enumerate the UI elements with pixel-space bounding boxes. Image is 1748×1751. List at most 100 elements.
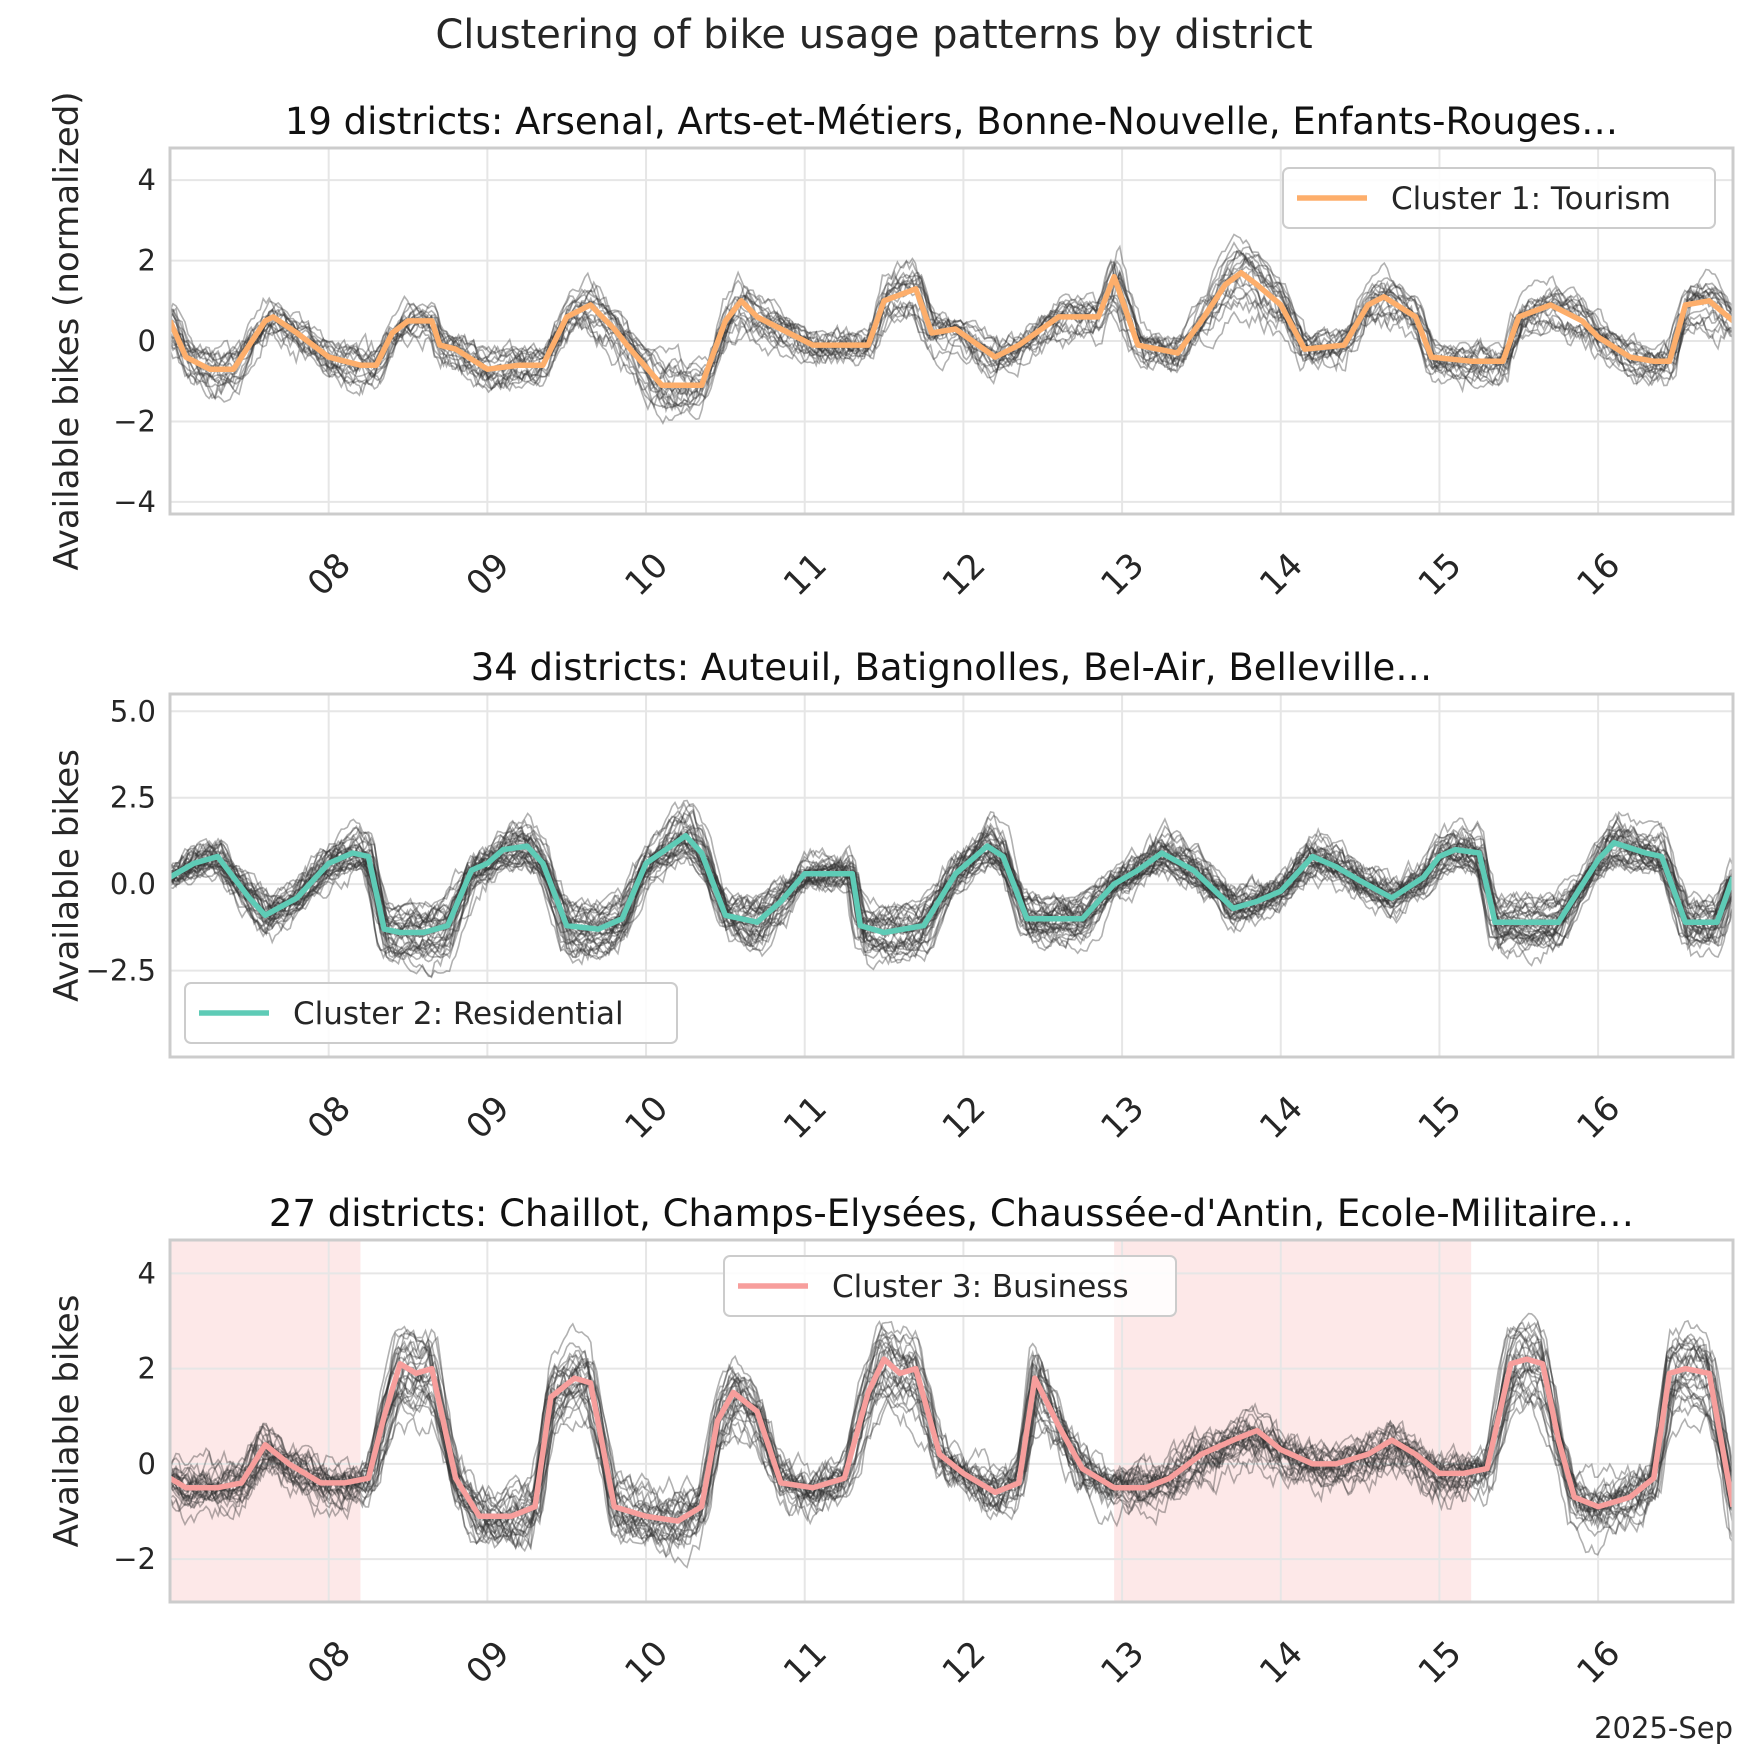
- district-lines: [170, 1312, 1733, 1569]
- district-line: [170, 809, 1733, 957]
- x-tick-label: 15: [1411, 545, 1470, 604]
- x-tick-label: 12: [935, 1633, 994, 1692]
- x-tick-label: 15: [1411, 1633, 1470, 1692]
- y-axis-label: Available bikes (normalized): [47, 91, 87, 570]
- district-line: [170, 842, 1733, 927]
- x-tick-label: 14: [1252, 545, 1311, 604]
- y-tick-label: 2.5: [110, 781, 156, 815]
- x-tick-label: 08: [300, 1088, 359, 1147]
- district-line: [170, 1391, 1733, 1535]
- legend-box: [723, 1255, 1177, 1317]
- legend-label: Cluster 1: Tourism: [1391, 181, 1671, 217]
- x-tick-label: 08: [300, 545, 359, 604]
- legend-box: [184, 982, 678, 1044]
- x-tick-label: 16: [1569, 1088, 1628, 1147]
- district-line: [170, 1367, 1733, 1506]
- y-tick-label: 2: [138, 1352, 156, 1386]
- legend-label: Cluster 2: Residential: [293, 996, 624, 1032]
- y-tick-label: 0: [138, 1447, 156, 1481]
- x-tick-label: 10: [617, 1088, 676, 1147]
- panels: −4 −2 0 2 4 08 09 10 11 12 13 14 15 16 19 districts: A…: [47, 91, 1735, 1692]
- x-tick-label: 11: [776, 1088, 835, 1147]
- x-tick-label: 13: [1093, 545, 1152, 604]
- district-line: [170, 1359, 1733, 1550]
- chart-panel-2: −2.5 0.0 2.5 5.0 08 09 10 11 12 13 14 15 16 34 distri…: [47, 646, 1735, 1147]
- legend-box: [1282, 167, 1716, 229]
- district-line: [170, 1343, 1733, 1558]
- district-line: [170, 1369, 1733, 1540]
- district-line: [170, 1344, 1733, 1521]
- x-tick-label: 14: [1252, 1633, 1311, 1692]
- district-line: [170, 1364, 1733, 1516]
- district-line: [170, 815, 1733, 959]
- district-line: [170, 1328, 1733, 1550]
- district-line: [170, 840, 1733, 917]
- y-tick-label: −2.5: [86, 954, 156, 988]
- x-tick-label: 13: [1093, 1633, 1152, 1692]
- x-tick-label: 09: [459, 1633, 518, 1692]
- x-tick-label: 16: [1569, 1633, 1628, 1692]
- district-line: [170, 829, 1733, 925]
- district-line: [170, 1324, 1733, 1569]
- x-tick-label: 16: [1569, 545, 1628, 604]
- x-tick-label: 14: [1252, 1088, 1311, 1147]
- district-line: [170, 1312, 1733, 1543]
- district-line: [170, 301, 1733, 390]
- district-line: [170, 830, 1733, 957]
- y-tick-label: 2: [138, 244, 156, 278]
- figure-title: Clustering of bike usage patterns by dis…: [435, 12, 1312, 58]
- district-line: [170, 1377, 1733, 1518]
- district-line: [170, 808, 1733, 963]
- y-tick-label: 5.0: [110, 694, 156, 728]
- x-tick-label: 09: [459, 1088, 518, 1147]
- y-tick-label: −4: [113, 485, 156, 519]
- district-line: [170, 820, 1733, 966]
- district-line: [170, 1367, 1733, 1526]
- y-axis-label: Available bikes: [47, 1295, 87, 1548]
- x-axis-offset-label: 2025-Sep: [1594, 1711, 1733, 1745]
- district-line: [170, 291, 1733, 396]
- legend: Cluster 2: Residential: [184, 982, 678, 1044]
- district-line: [170, 823, 1733, 960]
- cluster-mean-line: [170, 269, 1733, 389]
- district-line: [170, 1320, 1733, 1545]
- y-tick-label: 0.0: [110, 867, 156, 901]
- district-line: [170, 1332, 1733, 1549]
- highlight-span: [170, 1240, 361, 1602]
- chart-panel-1: −4 −2 0 2 4 08 09 10 11 12 13 14 15 16 19 districts: A…: [47, 91, 1735, 604]
- x-tick-label: 12: [935, 1088, 994, 1147]
- x-tick-label: 09: [459, 545, 518, 604]
- district-line: [170, 1330, 1733, 1546]
- district-line: [170, 829, 1733, 935]
- district-lines: [170, 799, 1733, 979]
- plot-frame: [168, 146, 1735, 516]
- district-line: [170, 845, 1733, 933]
- district-lines: [170, 233, 1733, 425]
- legend: Cluster 3: Business: [723, 1255, 1177, 1317]
- y-tick-label: −2: [113, 1542, 156, 1576]
- subplot-title: 27 districts: Chaillot, Champs-Elysées, …: [269, 1192, 1634, 1235]
- district-line: [170, 265, 1733, 376]
- cluster-mean-line: [170, 832, 1733, 936]
- y-tick-label: 4: [138, 163, 156, 197]
- district-line: [170, 799, 1733, 979]
- district-line: [170, 266, 1733, 412]
- x-tick-label: 10: [617, 1633, 676, 1692]
- district-line: [170, 1351, 1733, 1546]
- district-line: [170, 831, 1733, 959]
- chart-panel-3: −2 0 2 4 08 09 10 11 12 13 14 15 16 27 districts: Cha…: [47, 1192, 1735, 1692]
- district-line: [170, 1354, 1733, 1543]
- district-line: [170, 851, 1733, 927]
- y-tick-label: 4: [138, 1256, 156, 1290]
- district-line: [170, 249, 1733, 425]
- plot-frame: [168, 1238, 1735, 1604]
- x-tick-label: 15: [1411, 1088, 1470, 1147]
- district-line: [170, 803, 1733, 956]
- x-tick-label: 13: [1093, 1088, 1152, 1147]
- district-line: [170, 1319, 1733, 1542]
- legend-label: Cluster 3: Business: [832, 1269, 1129, 1305]
- y-tick-label: −2: [113, 404, 156, 438]
- x-tick-label: 08: [300, 1633, 359, 1692]
- legend: Cluster 1: Tourism: [1282, 167, 1716, 229]
